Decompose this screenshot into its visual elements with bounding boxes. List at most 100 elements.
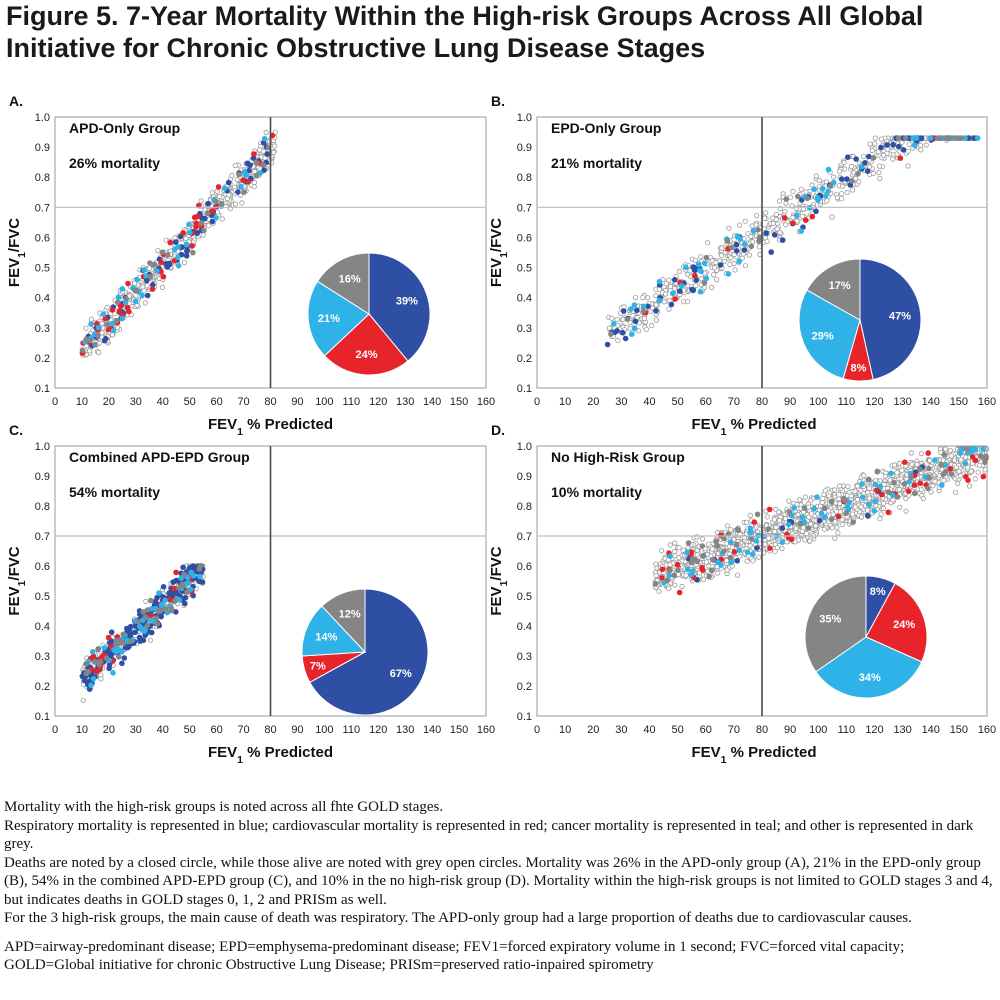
other-death-point — [733, 541, 740, 548]
alive-point — [198, 198, 204, 204]
alive-point — [697, 254, 704, 260]
x-tick-label: 0 — [534, 396, 540, 408]
respiratory-death-point — [105, 648, 112, 655]
respiratory-death-point — [170, 579, 176, 585]
alive-point — [641, 315, 648, 322]
y-tick-label: 0.8 — [517, 172, 532, 184]
respiratory-death-point — [180, 564, 186, 571]
x-axis-title: FEV1 % Predicted — [208, 744, 333, 766]
x-tick-label: 30 — [130, 396, 142, 408]
alive-point — [808, 497, 814, 503]
cardiovascular-death-point — [676, 589, 683, 596]
pie-slice-cancer — [798, 289, 861, 380]
y-tick-label: 0.6 — [517, 561, 532, 573]
other-death-point — [153, 615, 159, 621]
alive-point — [826, 493, 832, 499]
cancer-death-point — [678, 283, 685, 289]
y-tick-label: 0.7 — [517, 531, 532, 543]
alive-point — [698, 275, 704, 282]
other-death-point — [797, 521, 803, 527]
alive-point — [894, 151, 900, 157]
other-death-point — [849, 178, 855, 184]
other-death-point — [127, 638, 134, 644]
group-label: Combined APD-EPD Group — [69, 449, 250, 465]
alive-point — [676, 268, 683, 274]
other-death-point — [865, 476, 872, 483]
other-death-point — [624, 316, 631, 323]
cancer-death-point — [968, 449, 975, 456]
cancer-death-point — [132, 298, 139, 305]
cancer-death-point — [845, 506, 852, 512]
x-tick-label: 120 — [865, 724, 883, 736]
y-axis-title: FEV1/FVC — [6, 546, 28, 615]
other-death-point — [113, 637, 120, 644]
respiratory-death-point — [209, 218, 216, 225]
mortality-pie: 39% 24% 21% 16% — [307, 252, 431, 376]
cardiovascular-death-point — [167, 239, 174, 246]
other-death-point — [699, 543, 706, 549]
other-death-point — [157, 608, 164, 614]
respiratory-death-point — [733, 241, 740, 248]
other-death-point — [795, 193, 801, 200]
pie-slice-other — [804, 575, 867, 673]
respiratory-death-point — [771, 232, 778, 238]
alive-point — [825, 508, 832, 514]
cancer-death-point — [111, 647, 117, 653]
other-death-point — [123, 295, 129, 302]
alive-point — [763, 210, 769, 216]
alive-point — [753, 222, 759, 228]
cardiovascular-death-point — [911, 482, 918, 489]
alive-point — [968, 468, 974, 474]
respiratory-death-point — [672, 277, 678, 283]
respiratory-death-point — [172, 239, 179, 245]
cardiovascular-death-point — [692, 272, 698, 279]
other-death-point — [241, 189, 247, 195]
cancer-death-point — [859, 494, 866, 501]
cancer-death-point — [241, 169, 248, 175]
mortality-pie: 67% 7% 14%12% — [301, 588, 429, 716]
other-death-point — [176, 585, 182, 591]
other-death-point — [805, 525, 812, 531]
x-tick-label: 30 — [615, 396, 627, 408]
respiratory-death-point — [197, 578, 203, 585]
pie-slice-other — [806, 258, 861, 321]
respiratory-death-point — [160, 584, 167, 590]
cancer-death-point — [109, 320, 116, 327]
x-tick-label: 60 — [700, 396, 712, 408]
alive-point — [858, 504, 864, 510]
alive-point — [894, 470, 900, 476]
alive-point — [795, 511, 801, 518]
pie-slice-other — [316, 252, 370, 315]
other-death-point — [164, 252, 171, 258]
alive-point — [271, 143, 278, 149]
cardiovascular-death-point — [767, 545, 773, 551]
alive-point — [864, 507, 871, 513]
panel-label: B. — [491, 93, 505, 109]
x-tick-label: 160 — [477, 724, 495, 736]
x-tick-label: 50 — [184, 724, 196, 736]
alive-point — [786, 498, 792, 504]
alive-point — [836, 492, 842, 498]
y-tick-label: 0.5 — [35, 591, 50, 603]
respiratory-death-point — [132, 629, 138, 636]
alive-point — [609, 315, 615, 321]
alive-point — [951, 457, 958, 463]
pie-slice-label: 35% — [819, 613, 841, 625]
alive-point — [829, 214, 835, 220]
other-death-point — [253, 173, 260, 179]
respiratory-death-point — [119, 660, 125, 667]
alive-point — [672, 582, 678, 588]
other-death-point — [83, 661, 89, 667]
alive-point — [897, 504, 903, 510]
cardiovascular-death-point — [251, 151, 257, 157]
cancer-death-point — [825, 166, 832, 173]
alive-point — [88, 316, 94, 322]
respiratory-death-point — [693, 277, 700, 284]
group-label: EPD-Only Group — [551, 120, 661, 136]
respiratory-death-point — [144, 292, 151, 299]
other-death-point — [855, 170, 861, 177]
respiratory-death-point — [264, 151, 271, 157]
alive-point — [852, 176, 859, 182]
alive-point — [142, 300, 148, 306]
cardiovascular-death-point — [105, 634, 112, 641]
